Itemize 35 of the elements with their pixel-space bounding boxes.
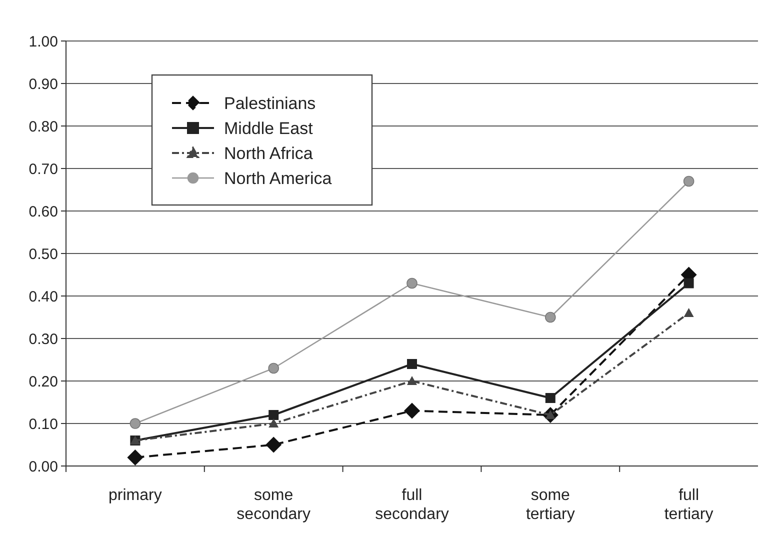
- y-tick-label: 0.50: [28, 246, 58, 263]
- x-tick-label: some tertiary: [526, 487, 575, 523]
- point: [545, 312, 556, 323]
- y-tick-label: 0.10: [28, 416, 58, 433]
- y-tick-label: 0.60: [28, 203, 58, 220]
- x-tick-label: full tertiary: [664, 487, 714, 523]
- legend-label: Palestinians: [224, 94, 316, 113]
- legend-label: Middle East: [224, 118, 314, 138]
- x-tick-label: full secondary: [375, 487, 449, 523]
- point: [683, 176, 694, 187]
- point: [268, 362, 279, 374]
- point: [268, 410, 279, 420]
- y-tick-label: 0.00: [28, 458, 58, 476]
- y-tick-label: 0.40: [28, 288, 58, 306]
- point: [266, 436, 282, 453]
- legend-label: North America: [224, 168, 332, 188]
- point: [268, 418, 279, 428]
- y-tick-label: 0.80: [28, 118, 58, 136]
- point: [407, 376, 417, 385]
- point: [127, 450, 144, 466]
- x-tick-label: some secondary: [236, 487, 311, 523]
- point: [406, 278, 418, 289]
- y-tick-label: 0.30: [28, 330, 58, 348]
- point: [684, 308, 694, 317]
- point: [684, 278, 694, 288]
- y-tick-label: 0.70: [28, 160, 58, 178]
- x-tick-label: primary: [108, 487, 162, 504]
- point: [130, 418, 141, 429]
- legend-label: North Africa: [224, 144, 314, 163]
- point: [404, 402, 420, 419]
- y-tick-label: 0.90: [28, 76, 58, 93]
- point: [407, 359, 417, 369]
- y-tick-label: 0.20: [28, 373, 58, 390]
- y-tick-label: 1.00: [28, 33, 58, 50]
- point: [545, 393, 556, 403]
